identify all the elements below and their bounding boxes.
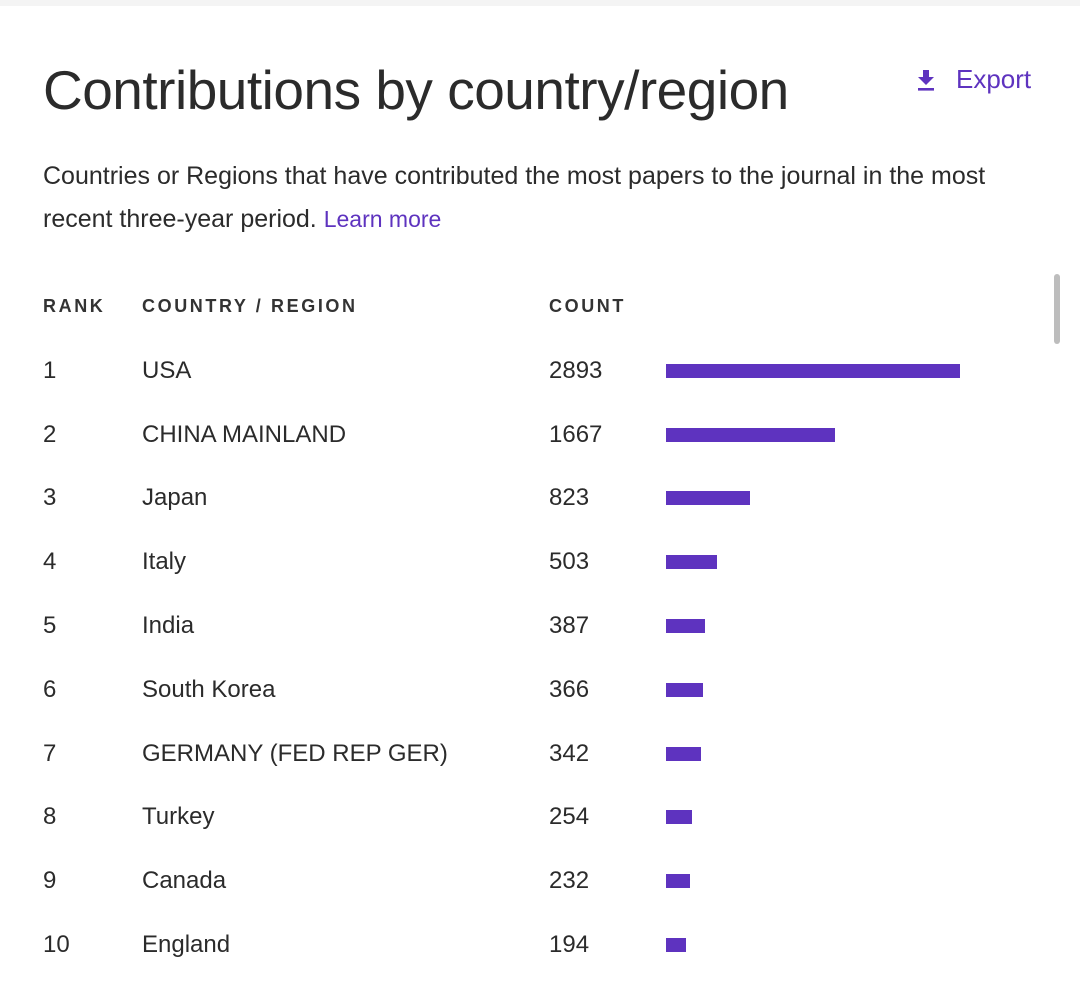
count-bar-8 xyxy=(666,810,692,825)
count-cell: 387 xyxy=(549,612,590,640)
count-bar-4 xyxy=(666,555,717,570)
count-bar-6 xyxy=(666,682,703,697)
bar-track xyxy=(666,619,986,634)
table-row-4: 4 Italy 503 xyxy=(0,530,1080,594)
count-bar-5 xyxy=(666,619,705,634)
column-header-country-region: COUNTRY / REGION xyxy=(142,296,358,316)
count-cell: 366 xyxy=(549,675,590,703)
rank-cell: 10 xyxy=(43,931,70,959)
country-cell: India xyxy=(142,612,195,640)
country-cell: South Korea xyxy=(142,675,276,703)
country-cell: CHINA MAINLAND xyxy=(142,420,347,448)
count-bar-7 xyxy=(666,746,701,761)
table-row-9: 9 Canada 232 xyxy=(0,849,1080,913)
count-cell: 342 xyxy=(549,739,590,767)
country-cell: Japan xyxy=(142,484,208,512)
country-cell: Turkey xyxy=(142,803,215,831)
country-cell: Italy xyxy=(142,548,187,576)
country-cell: GERMANY (FED REP GER) xyxy=(142,739,448,767)
table-row-2: 2 CHINA MAINLAND 1667 xyxy=(0,403,1080,467)
bar-track xyxy=(666,555,986,570)
rank-cell: 5 xyxy=(43,612,57,640)
bar-track xyxy=(666,682,986,697)
count-bar-1 xyxy=(666,363,960,378)
rank-cell: 2 xyxy=(43,420,57,448)
rank-cell: 6 xyxy=(43,675,57,703)
bar-track xyxy=(666,874,986,889)
count-cell: 1667 xyxy=(549,420,603,448)
table-row-5: 5 India 387 xyxy=(0,594,1080,658)
column-header-count: COUNT xyxy=(549,296,626,316)
description-text: Countries or Regions that have contribut… xyxy=(43,162,986,233)
bar-track xyxy=(666,810,986,825)
column-header-rank: RANK xyxy=(43,296,106,316)
rank-cell: 7 xyxy=(43,739,57,767)
bar-track xyxy=(666,427,986,442)
top-strip xyxy=(0,0,1080,6)
table-row-8: 8 Turkey 254 xyxy=(0,786,1080,850)
export-label: Export xyxy=(956,64,1032,94)
page-title: Contributions by country/region xyxy=(43,59,789,121)
country-cell: Canada xyxy=(142,867,227,895)
table-row-3: 3 Japan 823 xyxy=(0,467,1080,531)
table-row-10: 10 England 194 xyxy=(0,913,1080,977)
rank-cell: 9 xyxy=(43,867,57,895)
count-cell: 2893 xyxy=(549,356,603,384)
count-bar-9 xyxy=(666,874,690,889)
count-bar-10 xyxy=(666,938,686,953)
rank-cell: 1 xyxy=(43,356,57,384)
count-cell: 254 xyxy=(549,803,590,831)
download-icon xyxy=(916,69,936,91)
country-cell: England xyxy=(142,931,231,959)
table-row-1: 1 USA 2893 xyxy=(0,339,1080,403)
count-cell: 232 xyxy=(549,867,590,895)
learn-more-link[interactable]: Learn more xyxy=(323,206,442,232)
bar-track xyxy=(666,746,986,761)
country-cell: USA xyxy=(142,356,192,384)
bar-track xyxy=(666,938,986,953)
bar-track xyxy=(666,363,986,378)
count-cell: 194 xyxy=(549,931,590,959)
count-cell: 823 xyxy=(549,484,590,512)
table-row-6: 6 South Korea 366 xyxy=(0,658,1080,722)
contributions-table: 1 USA 2893 2 CHINA MAINLAND 1667 3 Japan… xyxy=(0,339,1080,977)
export-button[interactable]: Export xyxy=(916,64,1031,95)
rank-cell: 4 xyxy=(43,548,57,576)
count-bar-3 xyxy=(666,491,750,506)
table-row-7: 7 GERMANY (FED REP GER) 342 xyxy=(0,722,1080,786)
count-bar-2 xyxy=(666,427,835,442)
rank-cell: 8 xyxy=(43,803,57,831)
scrollbar-thumb[interactable] xyxy=(1054,274,1060,344)
bar-track xyxy=(666,491,986,506)
count-cell: 503 xyxy=(549,548,590,576)
page-description: Countries or Regions that have contribut… xyxy=(43,155,1043,241)
rank-cell: 3 xyxy=(43,484,57,512)
